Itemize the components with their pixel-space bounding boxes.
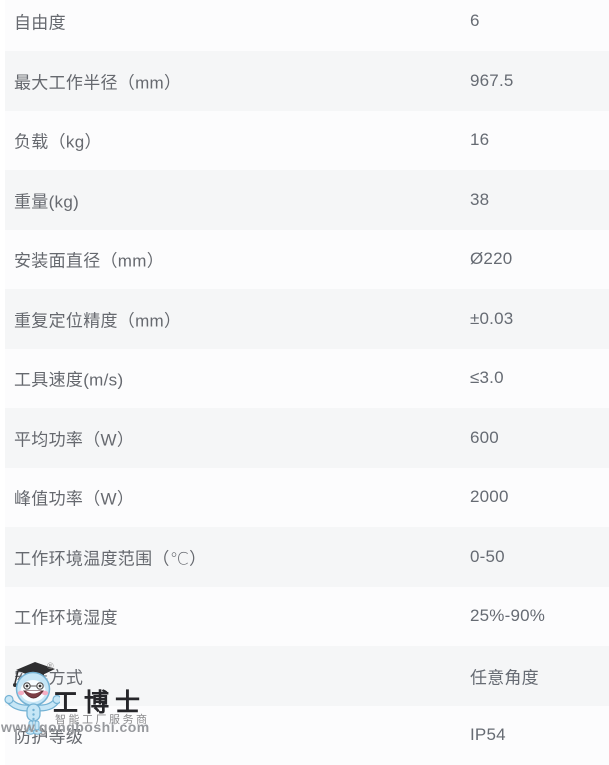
spec-label: 峰值功率（W） (14, 485, 134, 510)
spec-value: ±0.03 (470, 309, 513, 329)
spec-value: IP54 (470, 725, 506, 745)
spec-value: Ø220 (470, 249, 512, 269)
spec-label: 工作环境湿度 (14, 604, 118, 629)
table-row: 平均功率（W） 600 (5, 408, 609, 468)
spec-label: 负载（kg） (14, 128, 102, 153)
spec-table: 自由度 6 最大工作半径（mm） 967.5 负载（kg） 16 重量(kg) 38 安… (5, 0, 609, 765)
table-row: 重量(kg) 38 (5, 170, 609, 230)
spec-label: 重复定位精度（mm） (14, 306, 181, 331)
table-row: 自由度 6 (5, 0, 609, 51)
spec-value: 967.5 (470, 71, 514, 91)
table-row: 重复定位精度（mm） ±0.03 (5, 289, 609, 349)
table-row: 工作环境温度范围（℃） 0-50 (5, 527, 609, 587)
spec-label: 重量(kg) (14, 187, 79, 212)
spec-value: 600 (470, 428, 499, 448)
spec-value: 25%-90% (470, 606, 545, 626)
table-row: 工具速度(m/s) ≤3.0 (5, 349, 609, 409)
spec-value: 任意角度 (470, 663, 539, 688)
table-row: 峰值功率（W） 2000 (5, 468, 609, 528)
gongboshi-watermark: ® 工博士 智能工厂服务商 www.gongboshi.com (0, 653, 168, 746)
spec-label: 安装面直径（mm） (14, 247, 164, 272)
spec-value: 38 (470, 190, 489, 210)
table-row: 负载（kg） 16 (5, 111, 609, 171)
spec-label: 最大工作半径（mm） (14, 68, 181, 93)
table-row: 安装面直径（mm） Ø220 (5, 230, 609, 290)
brand-url: www.gongboshi.com (1, 719, 150, 735)
spec-label: 平均功率（W） (14, 425, 134, 450)
registered-trademark-icon: ® (47, 661, 54, 671)
table-row: 最大工作半径（mm） 967.5 (5, 51, 609, 111)
spec-value: ≤3.0 (470, 368, 504, 388)
spec-value: 6 (470, 11, 480, 31)
spec-value: 0-50 (470, 547, 505, 567)
table-row: 工作环境湿度 25%-90% (5, 587, 609, 647)
spec-value: 2000 (470, 487, 509, 507)
spec-label: 工作环境温度范围（℃） (14, 544, 206, 569)
spec-value: 16 (470, 130, 489, 150)
spec-label: 工具速度(m/s) (14, 366, 123, 391)
spec-label: 自由度 (14, 9, 66, 34)
